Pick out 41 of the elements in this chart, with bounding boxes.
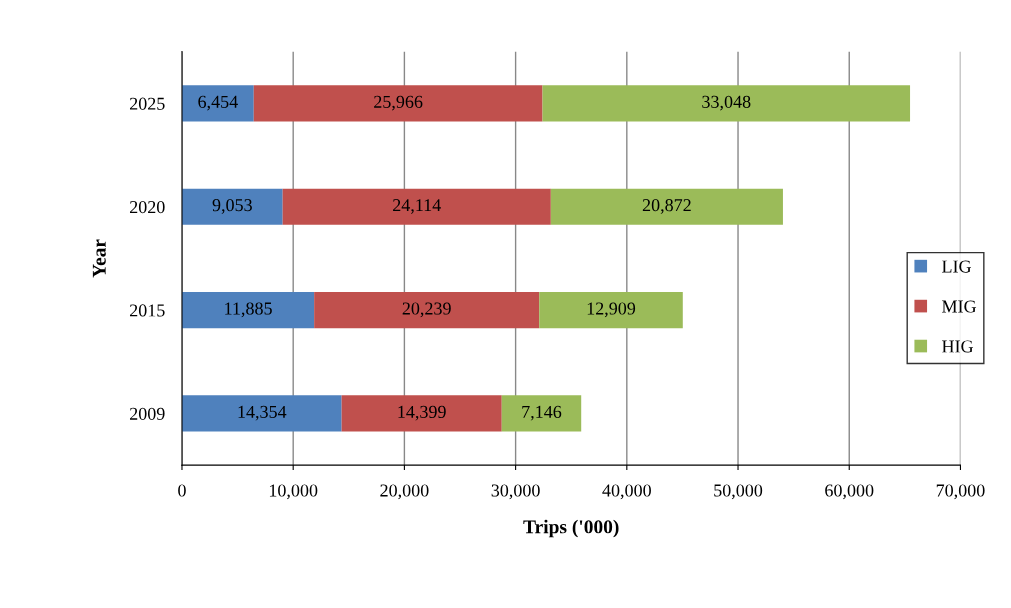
data-label: 33,048 <box>702 95 751 111</box>
x-tick-label: 30,000 <box>491 484 540 500</box>
bar <box>282 188 551 225</box>
data-label: 11,885 <box>225 302 272 318</box>
x-tick-label: 60,000 <box>825 484 874 500</box>
legend-label: MIG <box>942 300 977 313</box>
x-tick-label: 0 <box>178 484 186 497</box>
data-label: 14,354 <box>238 405 287 421</box>
x-tick-label: 10,000 <box>269 484 318 500</box>
data-label: 24,114 <box>393 199 441 214</box>
data-label: 25,966 <box>374 95 423 111</box>
data-label: 6,454 <box>198 95 238 111</box>
bar <box>181 291 315 329</box>
data-label: 20,239 <box>402 302 451 318</box>
data-label: 9,053 <box>212 199 252 214</box>
bar <box>314 291 540 329</box>
y-tick-label: 2009 <box>129 407 165 420</box>
y-tick-label: 2020 <box>129 200 165 214</box>
x-axis-title: Trips ('000) <box>523 519 619 538</box>
y-axis-title: Year <box>92 239 106 278</box>
data-label: 7,146 <box>522 405 562 421</box>
bar <box>542 85 911 122</box>
bar <box>341 395 502 432</box>
y-tick-label: 2015 <box>129 304 165 317</box>
y-tick-label: 2025 <box>129 97 165 110</box>
bar <box>539 291 683 329</box>
bar <box>501 395 582 432</box>
x-tick-label: 70,000 <box>936 484 985 500</box>
x-tick-label: 40,000 <box>602 484 651 500</box>
data-label: 12,909 <box>587 302 636 318</box>
x-tick-label: 50,000 <box>714 484 763 500</box>
data-label: 20,872 <box>642 199 691 214</box>
bar <box>181 188 283 225</box>
bar <box>253 85 543 122</box>
x-tick-label: 20,000 <box>380 484 429 500</box>
data-label: 14,399 <box>398 405 446 421</box>
legend-label: HIG <box>942 340 974 353</box>
bar <box>181 395 342 432</box>
bar <box>181 85 254 122</box>
bar <box>550 188 783 225</box>
legend-label: LIG <box>942 260 972 273</box>
